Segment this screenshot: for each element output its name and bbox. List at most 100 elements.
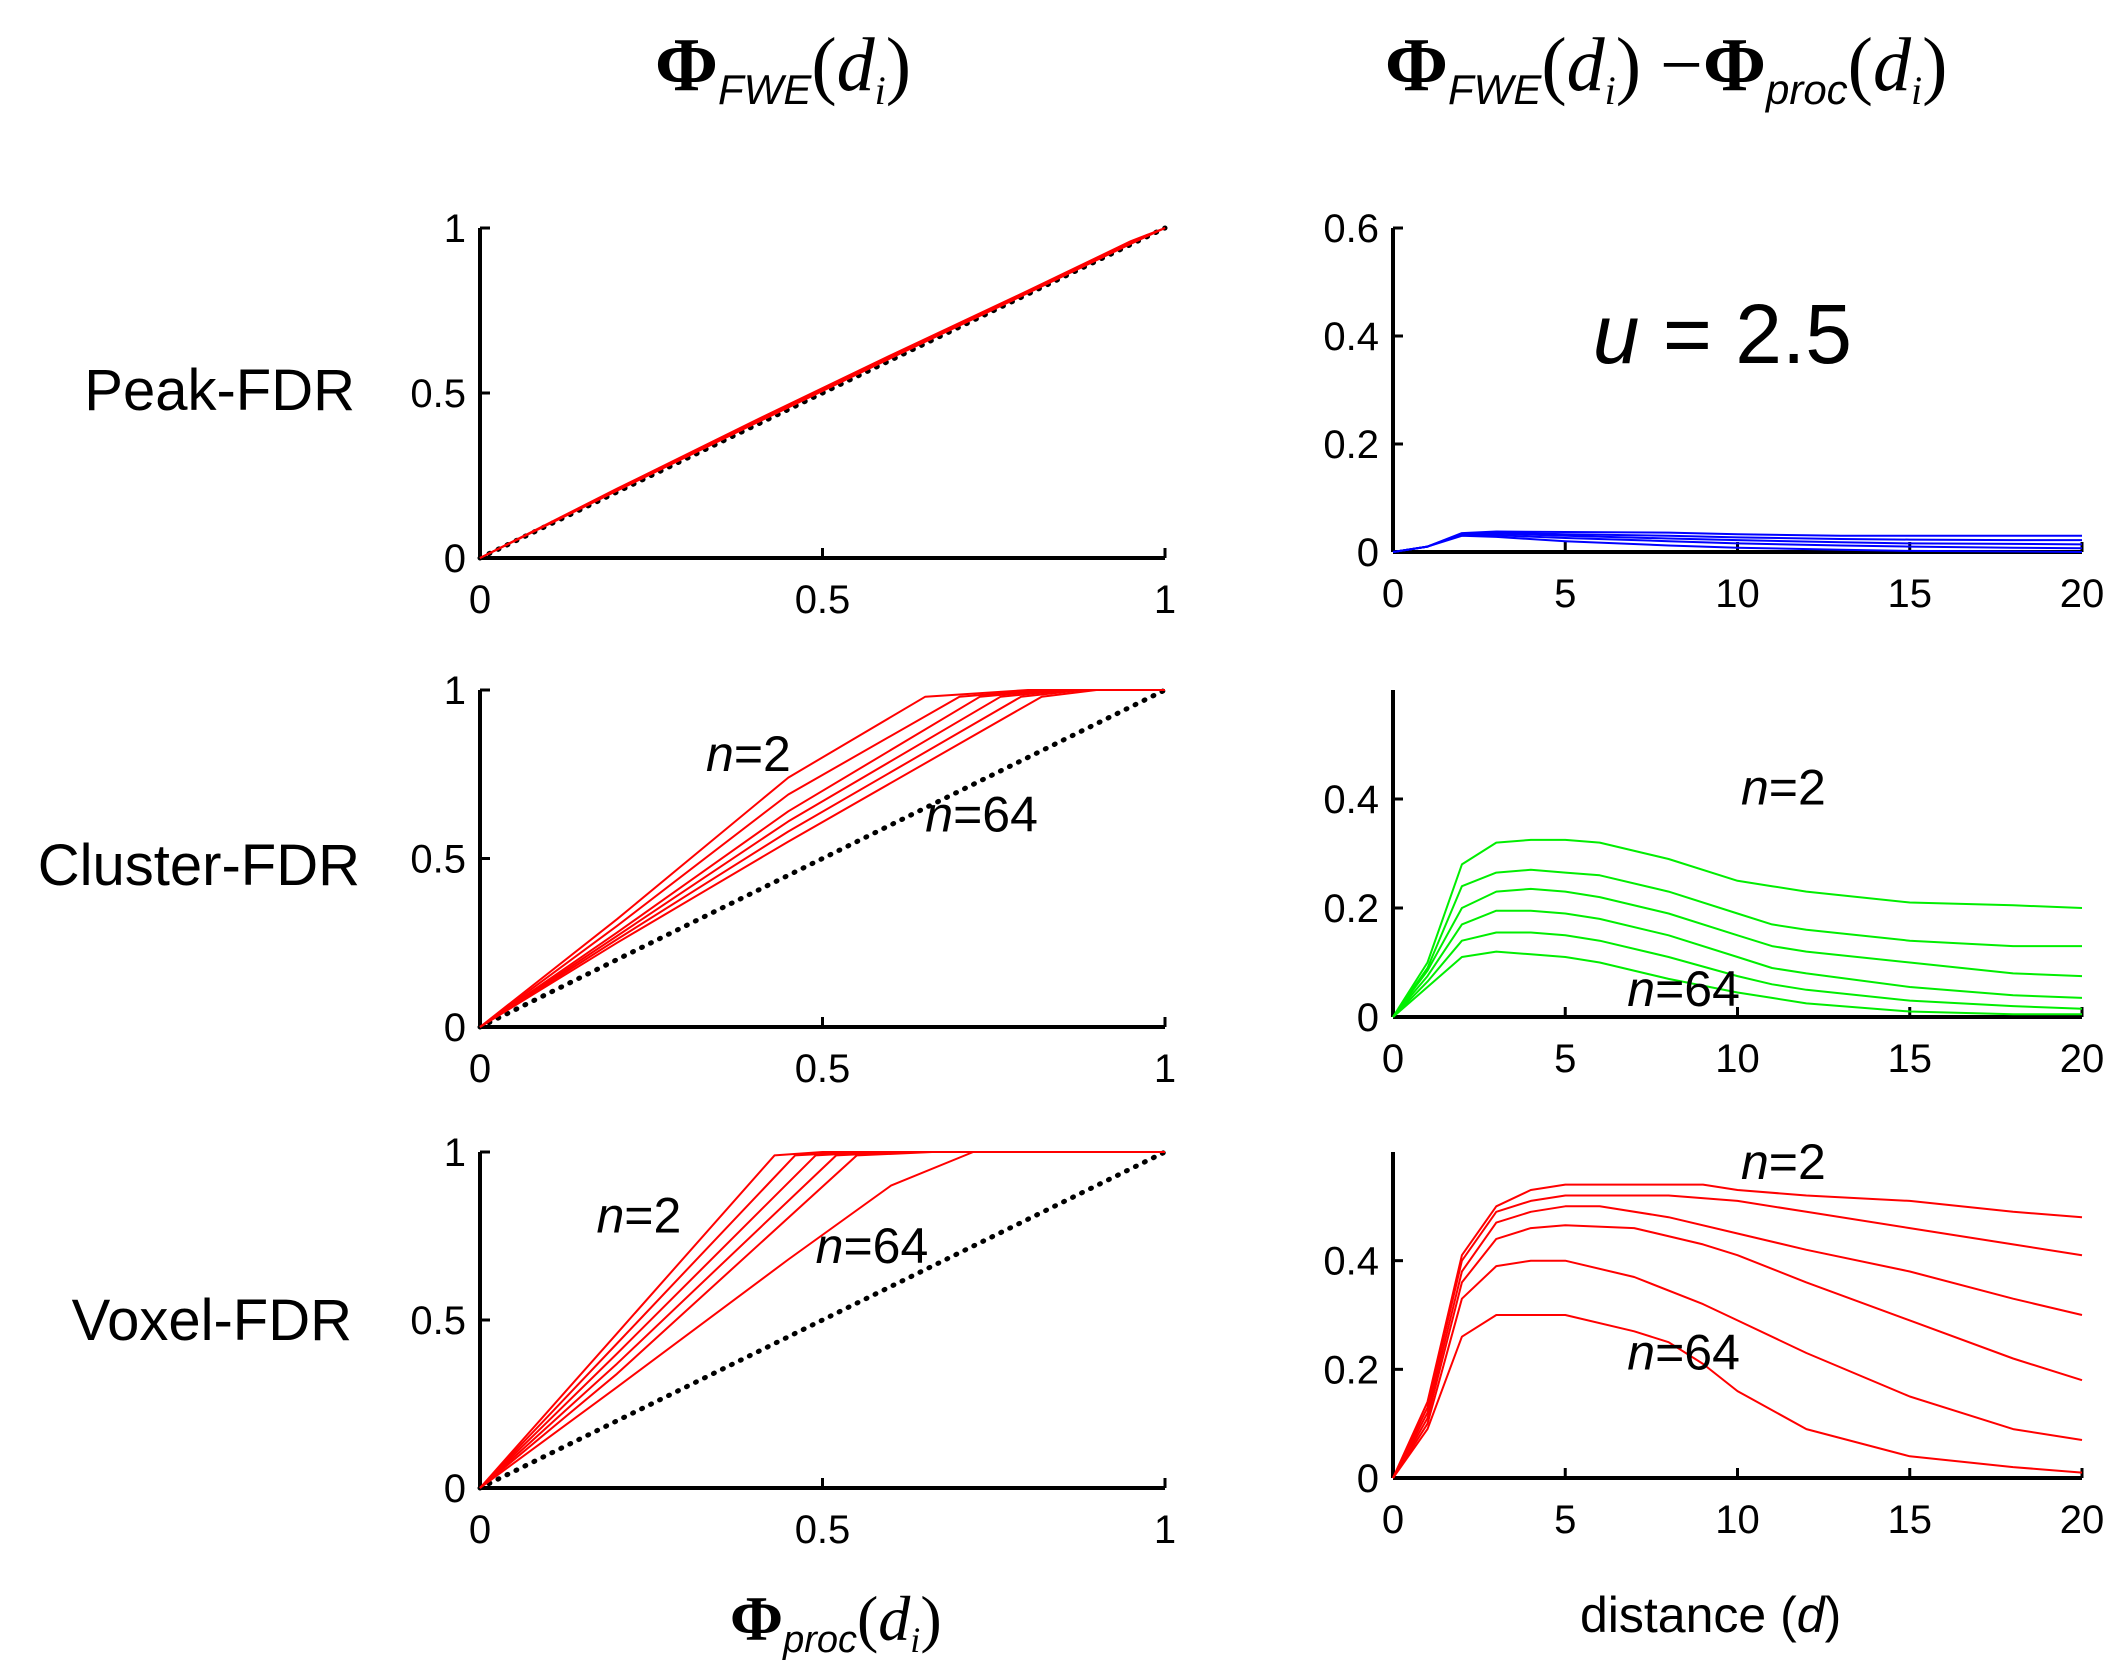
- voxel-left-panel: 0 0.5 100.51n=2n=64: [410, 1131, 1176, 1552]
- title-minus: −: [1641, 23, 1703, 107]
- annotation-eq: =64: [843, 1218, 928, 1274]
- xlabel-d: d: [878, 1583, 911, 1654]
- cluster-left-annotation: n=2: [706, 726, 791, 782]
- title-close: ): [886, 23, 911, 107]
- left-xlabel: Φproc(di): [730, 1583, 942, 1661]
- annotation-var: u: [1593, 287, 1640, 381]
- annotation-var: n: [925, 787, 953, 843]
- annotation-eq: = 2.5: [1640, 287, 1853, 381]
- peak-right-annotation: u = 2.5: [1593, 287, 1852, 381]
- voxel-left-identity-line: [477, 1149, 1168, 1491]
- annotation-var: n: [1741, 1134, 1769, 1190]
- voxel-left-y-tick-label: 0: [444, 1467, 466, 1511]
- title-i: i: [875, 68, 886, 113]
- cluster-right-series-line: [1392, 950, 2082, 1018]
- cluster-right-y-tick-label: 0: [1357, 996, 1379, 1040]
- cluster-right-x-tick-label: 10: [1715, 1037, 1760, 1081]
- peak-left-identity-line: [477, 225, 1168, 561]
- peak-right-x-tick-label: 10: [1715, 572, 1760, 616]
- voxel-right-y-tick-label: 0: [1357, 1457, 1379, 1501]
- cluster-left-y-tick-label: 0.5: [410, 838, 466, 882]
- cluster-right-annotation: n=2: [1741, 759, 1826, 815]
- annotation-eq: =64: [1655, 961, 1740, 1017]
- cluster-right-annotation: n=64: [1627, 961, 1740, 1017]
- left-column-title: ΦFWE(di): [655, 23, 911, 113]
- cluster-left-panel: 0 0.5 1 0 0.5 1 n=2 n=64: [410, 669, 1176, 1091]
- cluster-left-identity-line: [477, 687, 1168, 1030]
- xlabel-distance-var: d: [1797, 1587, 1827, 1643]
- peak-right-x-tick-label: 20: [2060, 572, 2105, 616]
- title-phi-2: Φ: [1703, 23, 1766, 107]
- xlabel-close: ): [920, 1583, 941, 1654]
- title-phi-1: Φ: [1385, 23, 1448, 107]
- peak-right-series-line: [1392, 534, 2083, 553]
- cluster-left-annotation: n=64: [925, 787, 1038, 843]
- peak-left-x-tick-label: 1: [1154, 578, 1176, 622]
- xlabel-i: i: [910, 1620, 920, 1660]
- title-phi: Φ: [655, 23, 718, 107]
- title-close-1: ): [1616, 23, 1641, 107]
- peak-left-x-tick-label: 0.5: [795, 578, 851, 622]
- voxel-left-y-tick-label: 1: [444, 1131, 466, 1175]
- voxel-right-y-tick-label: 0.4: [1323, 1240, 1379, 1284]
- voxel-left-x-tick-label: 0: [469, 1508, 491, 1552]
- title-i-2: i: [1911, 68, 1922, 113]
- cluster-right-x-tick-label: 15: [1888, 1037, 1933, 1081]
- voxel-right-series-line: [1392, 1314, 2083, 1479]
- right-column-title: ΦFWE(di) −Φproc(di): [1385, 23, 1947, 113]
- xlabel-distance-close: ): [1825, 1587, 1842, 1643]
- cluster-right-series-line: [1392, 838, 2083, 1018]
- cluster-left-x-tick-label: 0.5: [795, 1047, 851, 1091]
- cluster-right-series-line: [1392, 887, 2083, 1018]
- annotation-var: n: [1627, 1324, 1655, 1380]
- voxel-left-x-tick-label: 0.5: [795, 1508, 851, 1552]
- annotation-eq: =64: [953, 787, 1038, 843]
- cluster-left-y-tick-label: 0: [444, 1006, 466, 1050]
- voxel-right-series-line: [1392, 1259, 2083, 1479]
- cluster-right-series-line: [1392, 868, 2082, 1018]
- peak-right-y-tick-label: 0.6: [1323, 207, 1379, 251]
- row-label-cluster: Cluster-FDR: [38, 833, 360, 898]
- title-sub-1: FWE: [1448, 66, 1542, 113]
- voxel-right-x-tick-label: 10: [1715, 1498, 1760, 1542]
- title-d: d: [837, 23, 876, 107]
- title-close-2: ): [1922, 23, 1947, 107]
- row-label-voxel: Voxel-FDR: [72, 1288, 352, 1353]
- peak-right-x-tick-label: 0: [1382, 572, 1404, 616]
- voxel-right-annotation: n=2: [1741, 1134, 1826, 1190]
- cluster-left-x-tick-label: 1: [1154, 1047, 1176, 1091]
- xlabel-phi: Φ: [730, 1583, 783, 1654]
- title-sub-2: proc: [1764, 66, 1848, 113]
- xlabel-open: (: [857, 1583, 878, 1654]
- cluster-right-y-tick-label: 0.4: [1323, 778, 1379, 822]
- cluster-left-y-tick-label: 1: [444, 669, 466, 713]
- voxel-right-y-tick-label: 0.2: [1323, 1348, 1379, 1392]
- peak-right-y-tick-label: 0.2: [1323, 423, 1379, 467]
- annotation-eq: =2: [1769, 759, 1826, 815]
- peak-right-x-tick-label: 15: [1888, 572, 1933, 616]
- title-i-1: i: [1605, 68, 1616, 113]
- title-open: (: [811, 23, 836, 107]
- cluster-right-x-tick-label: 20: [2060, 1037, 2105, 1081]
- voxel-right-x-tick-label: 15: [1888, 1498, 1933, 1542]
- annotation-var: n: [596, 1188, 624, 1244]
- peak-right-x-tick-label: 5: [1554, 572, 1576, 616]
- annotation-var: n: [1627, 961, 1655, 1017]
- cluster-right-series-line: [1392, 909, 2083, 1018]
- title-sub: FWE: [718, 66, 812, 113]
- voxel-right-x-tick-label: 5: [1554, 1498, 1576, 1542]
- voxel-left-x-tick-label: 1: [1154, 1508, 1176, 1552]
- title-d-1: d: [1567, 23, 1606, 107]
- voxel-right-series-line: [1392, 1183, 2083, 1479]
- title-open-1: (: [1541, 23, 1566, 107]
- peak-right-y-tick-label: 0: [1357, 531, 1379, 575]
- right-xlabel: distance (d): [1580, 1587, 1841, 1643]
- voxel-right-annotation: n=64: [1627, 1324, 1740, 1380]
- voxel-left-annotation: n=2: [596, 1188, 681, 1244]
- voxel-left-series-line: [479, 1151, 1165, 1489]
- peak-left-series-line: [479, 227, 1166, 559]
- cluster-right-y-tick-label: 0.2: [1323, 887, 1379, 931]
- cluster-left-x-tick-label: 0: [469, 1047, 491, 1091]
